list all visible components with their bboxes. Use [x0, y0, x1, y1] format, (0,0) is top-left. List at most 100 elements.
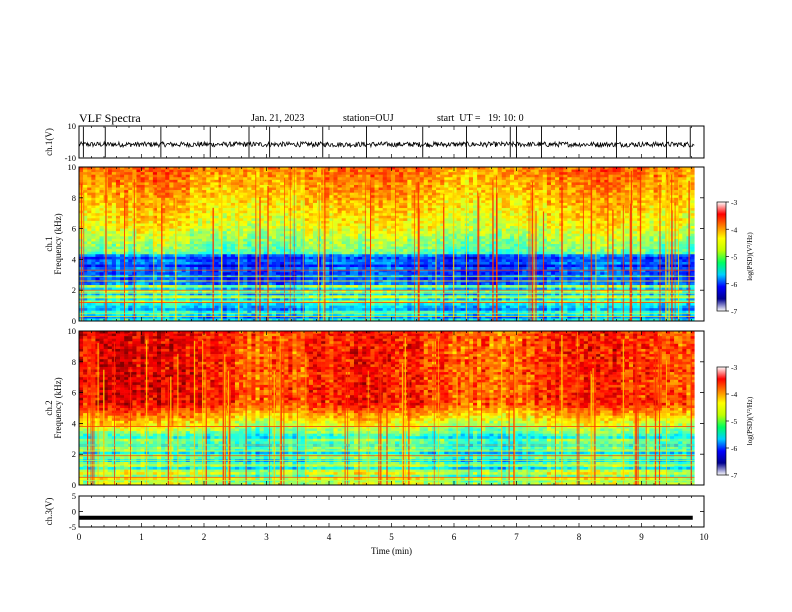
- spectrogram-cell: [440, 205, 445, 209]
- spectrogram-cell: [193, 208, 199, 211]
- spectrogram-cell: [567, 169, 572, 173]
- spectrogram-cell: [690, 210, 695, 214]
- spectrogram-cell: [624, 177, 630, 181]
- spectrogram-cell: [304, 218, 310, 222]
- spectrogram-cell: [464, 215, 470, 219]
- spectrogram-cell: [247, 244, 252, 247]
- spectrogram-cell: [542, 215, 548, 219]
- spectrogram-cell: [592, 223, 597, 227]
- spectrogram-cell: [583, 179, 589, 183]
- spectrogram-cell: [206, 205, 211, 209]
- spectrogram-cell: [452, 195, 457, 199]
- spectrogram-cell: [390, 184, 396, 188]
- spectrogram-cell: [448, 246, 453, 250]
- spectrogram-cell: [514, 241, 519, 245]
- spectrogram-cell: [202, 241, 207, 245]
- spectrogram-cell: [419, 174, 425, 178]
- spectrogram-cell: [128, 205, 133, 209]
- spectrogram-cell: [280, 200, 285, 204]
- spectrogram-cell: [395, 218, 400, 222]
- spectrogram-cell: [444, 231, 449, 235]
- spectrogram-cell: [411, 179, 416, 183]
- spectrogram-cell: [423, 213, 429, 217]
- spectrogram-cell: [107, 179, 113, 183]
- spectrogram-cell: [107, 202, 113, 206]
- spectrogram-cell: [95, 208, 100, 211]
- spectrogram-cell: [419, 226, 425, 229]
- spectrogram-cell: [522, 223, 527, 227]
- spectrogram-cell: [177, 195, 182, 199]
- spectrogram-cell: [111, 182, 117, 186]
- spectrogram-cell: [563, 208, 568, 211]
- spectrogram-cell: [120, 220, 125, 224]
- spectrogram-cell: [436, 244, 441, 247]
- spectrogram-cell: [431, 179, 437, 183]
- spectrogram-cell: [546, 195, 552, 199]
- spectrogram-cell: [436, 174, 441, 178]
- spectrogram-cell: [542, 184, 548, 188]
- spectrogram-cell: [124, 205, 129, 209]
- spectrogram-cell: [395, 187, 400, 191]
- spectrogram-cell: [243, 226, 248, 229]
- spectrogram-cell: [140, 238, 145, 242]
- spectrogram-cell: [546, 223, 552, 227]
- spectrogram-cell: [505, 195, 511, 199]
- spectrogram-cell: [534, 246, 539, 250]
- spectrogram-cell: [431, 213, 437, 217]
- spectrogram-cell: [353, 202, 359, 206]
- spectrogram-cell: [682, 192, 687, 196]
- spectrogram-cell: [91, 205, 96, 209]
- spectrogram-cell: [99, 179, 104, 183]
- spectrogram-cell: [641, 190, 646, 193]
- spectrogram-cell: [140, 177, 145, 181]
- spectrogram-cell: [538, 220, 544, 224]
- spectrogram-cell: [378, 192, 383, 196]
- spectrogram-cell: [456, 238, 461, 242]
- spectrogram-cell: [575, 169, 580, 173]
- spectrogram-cell: [169, 192, 174, 196]
- spectrogram-cell: [579, 231, 585, 235]
- spectrogram-cell: [604, 205, 609, 209]
- spectrogram-cell: [403, 182, 408, 186]
- spectrogram-cell: [592, 197, 597, 201]
- spectrogram-cell: [329, 213, 334, 217]
- spectrogram-cell: [485, 218, 490, 222]
- spectrogram-cell: [448, 218, 453, 222]
- spectrogram-cell: [411, 200, 416, 204]
- spectrogram-cell: [407, 205, 412, 209]
- spectrogram-cell: [234, 213, 240, 217]
- spectrogram-cell: [296, 208, 301, 211]
- spectrogram-cell: [148, 179, 154, 183]
- spectrogram-cell: [308, 202, 314, 206]
- spectrogram-cell: [115, 167, 121, 170]
- spectrogram-cell: [353, 218, 359, 222]
- spectrogram-cell: [514, 197, 519, 201]
- spectrogram-cell: [460, 187, 466, 191]
- spectrogram-cell: [473, 208, 478, 211]
- spectrogram-cell: [550, 246, 556, 250]
- spectrogram-cell: [353, 226, 359, 229]
- spectrogram-cell: [448, 187, 453, 191]
- spectrogram-cell: [386, 179, 392, 183]
- spectrogram-cell: [189, 200, 195, 204]
- spectrogram-cell: [637, 179, 642, 183]
- spectrogram-cell: [440, 223, 445, 227]
- spectrogram-cell: [362, 244, 367, 247]
- spectrogram-cell: [247, 202, 252, 206]
- spectrogram-cell: [645, 169, 650, 173]
- spectrogram-cell: [436, 228, 441, 232]
- spectrogram-cell: [99, 202, 104, 206]
- spectrogram-cell: [169, 202, 174, 206]
- spectrogram-cell: [509, 213, 515, 217]
- spectrogram-cell: [403, 177, 408, 181]
- spectrogram-cell: [587, 184, 593, 188]
- spectrogram-cell: [185, 179, 191, 183]
- spectrogram-cell: [284, 223, 289, 227]
- spectrogram-cell: [538, 233, 544, 237]
- spectrogram-cell: [579, 218, 585, 222]
- spectrogram-cell: [473, 169, 478, 173]
- spectrogram-cell: [592, 244, 597, 247]
- spectrogram-cell: [185, 172, 191, 175]
- spectrogram-cell: [653, 179, 658, 183]
- spectrogram-cell: [243, 167, 248, 170]
